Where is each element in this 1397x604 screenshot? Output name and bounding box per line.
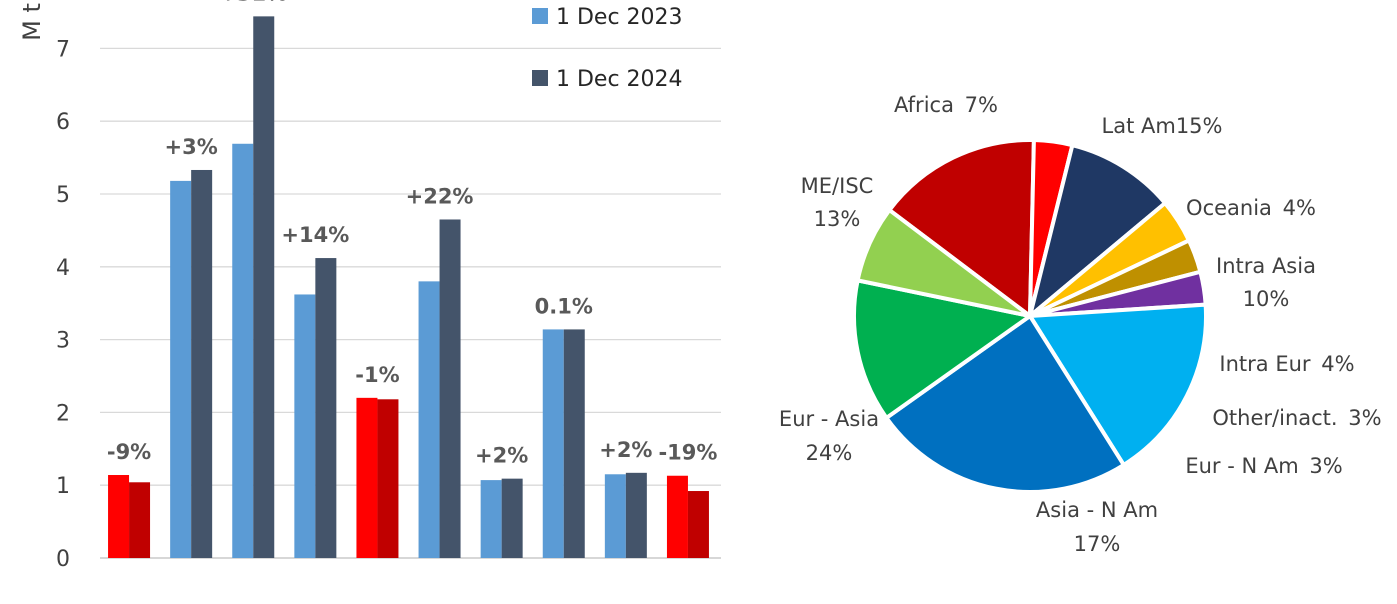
bar-2024 <box>191 169 213 558</box>
slice-name: ME/ISC <box>801 174 874 198</box>
y-tick-label: 3 <box>56 329 70 354</box>
legend: 1 Dec 2023 1 Dec 2024 <box>532 5 683 92</box>
legend-swatch <box>532 70 548 86</box>
slice-pct: 7% <box>958 93 998 117</box>
y-tick-label: 2 <box>56 401 70 426</box>
bar-2024 <box>501 478 523 558</box>
pie-slice <box>887 138 1036 318</box>
legend-swatch <box>532 8 548 24</box>
change-label: +22% <box>406 184 474 208</box>
slice-pct: 15% <box>1176 114 1223 138</box>
change-label: 0.1% <box>535 294 593 318</box>
slice-label: Eur - N Am 3% <box>1185 454 1342 478</box>
y-tick-label: 0 <box>56 547 70 572</box>
slice-pct: 3% <box>1303 454 1343 478</box>
slice-pct: 4% <box>1315 352 1355 376</box>
slice-label: Oceania 4% <box>1186 196 1316 220</box>
bar-2024 <box>315 258 337 558</box>
legend-label: 1 Dec 2024 <box>556 67 683 92</box>
bar-2024 <box>625 472 647 558</box>
y-tick-label: 5 <box>56 183 70 208</box>
slice-name: Intra Asia <box>1216 254 1316 278</box>
pie-slice <box>1028 143 1168 318</box>
slice-name: Eur - N Am <box>1185 454 1298 478</box>
bar-2024 <box>253 16 275 559</box>
bar-2024 <box>563 329 585 558</box>
bar-2023 <box>108 475 130 558</box>
slice-name: Oceania <box>1186 196 1272 220</box>
legend-label: 1 Dec 2023 <box>556 5 683 30</box>
change-label: +3% <box>165 135 218 159</box>
bars <box>108 16 709 559</box>
change-label: +31% <box>219 0 287 5</box>
change-label: +2% <box>475 444 528 468</box>
bar-2023 <box>356 397 378 558</box>
pie-slice <box>1028 302 1208 467</box>
bar-2023 <box>666 475 688 558</box>
bar-2023 <box>480 480 502 558</box>
change-label: -19% <box>658 441 717 465</box>
change-label: +14% <box>281 223 349 247</box>
change-label: -9% <box>107 440 151 464</box>
pie <box>852 138 1208 494</box>
slice-name: Other/inact. <box>1212 406 1337 430</box>
pie-slice <box>855 208 1032 318</box>
slice-name: Eur - Asia <box>779 407 879 431</box>
pie-slice <box>852 278 1032 420</box>
bar-2023 <box>418 281 440 558</box>
slice-pct: 17% <box>1074 532 1121 556</box>
change-label: -1% <box>355 363 399 387</box>
slice-label: Other/inact. 3% <box>1212 406 1381 430</box>
y-tick-label: 1 <box>56 474 70 499</box>
bar-2024 <box>439 219 461 559</box>
slice-pct: 10% <box>1243 287 1290 311</box>
y-tick-label: 6 <box>56 110 70 135</box>
slice-label: Lat Am15% <box>1102 114 1223 138</box>
y-tick-label: 7 <box>56 37 70 62</box>
slice-name: Lat Am <box>1102 114 1176 138</box>
bar-2024 <box>129 482 151 558</box>
slice-label: Intra Eur 4% <box>1219 352 1354 376</box>
slice-pct: 13% <box>814 207 861 231</box>
slice-name: Intra Eur <box>1219 352 1310 376</box>
slice-pct: 3% <box>1342 406 1382 430</box>
bar-2023 <box>542 329 564 558</box>
bar-2024 <box>377 399 399 558</box>
change-label: +2% <box>599 438 652 462</box>
bar-2023 <box>604 474 626 558</box>
bar-2023 <box>170 180 192 558</box>
slice-label: Africa 7% <box>894 93 998 117</box>
y-axis-label: M t <box>18 3 46 41</box>
pie-slice <box>884 314 1126 494</box>
slice-name: Asia - N Am <box>1036 498 1158 522</box>
slice-pct: 24% <box>806 441 853 465</box>
y-tick-label: 4 <box>56 256 70 281</box>
slice-pct: 4% <box>1276 196 1316 220</box>
slice-name: Africa <box>894 93 954 117</box>
bar-2023 <box>232 143 254 558</box>
bar-2023 <box>294 294 316 558</box>
bar-2024 <box>687 491 709 558</box>
